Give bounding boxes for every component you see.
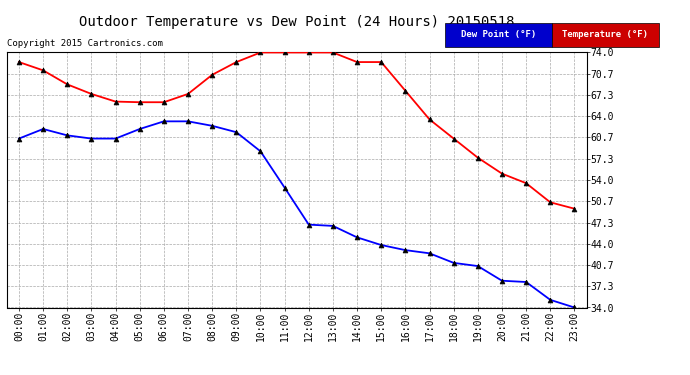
Text: Copyright 2015 Cartronics.com: Copyright 2015 Cartronics.com [7, 39, 163, 48]
Text: Dew Point (°F): Dew Point (°F) [461, 30, 536, 39]
Text: Temperature (°F): Temperature (°F) [562, 30, 649, 39]
Text: Outdoor Temperature vs Dew Point (24 Hours) 20150518: Outdoor Temperature vs Dew Point (24 Hou… [79, 15, 515, 29]
